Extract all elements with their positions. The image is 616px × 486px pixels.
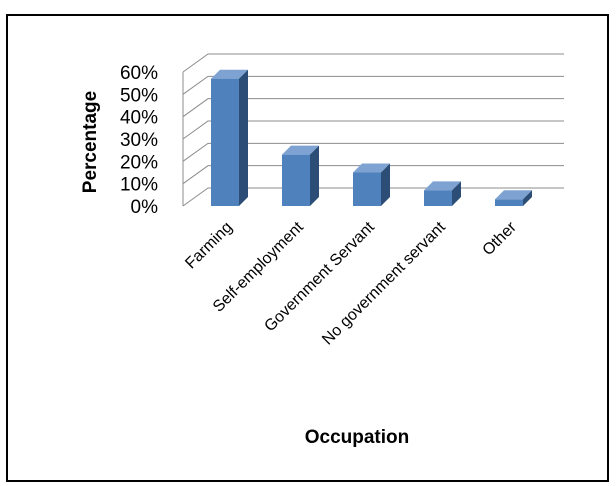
gridline: [182, 53, 564, 73]
bar-top: [353, 163, 390, 173]
y-tick-label: 40%: [120, 108, 158, 129]
bar-front: [424, 190, 452, 206]
bar-top: [495, 190, 532, 200]
bar-side: [523, 190, 532, 206]
bar: [353, 163, 390, 206]
bar-front: [282, 154, 310, 206]
bar-side: [310, 145, 319, 206]
x-axis-title: Occupation: [305, 427, 410, 448]
bar-front: [495, 199, 523, 206]
y-tick-labels: 0%10%20%30%40%50%60%: [120, 63, 158, 218]
y-axis-title: Percentage: [80, 91, 101, 193]
gridline: [182, 120, 564, 140]
bar-top: [424, 181, 461, 191]
y-tick-label: 10%: [120, 175, 158, 196]
bar: [424, 181, 461, 206]
y-tick-label: 50%: [120, 85, 158, 106]
y-tick-label: 30%: [120, 130, 158, 151]
bar-side: [381, 163, 390, 206]
bar: [282, 145, 319, 206]
gridline: [182, 142, 564, 162]
bars: [211, 69, 532, 206]
gridline: [182, 75, 564, 95]
bar: [211, 69, 248, 206]
bar-front: [353, 172, 381, 206]
bar-side: [452, 181, 461, 206]
bar-top: [282, 145, 319, 155]
gridlines: [182, 53, 564, 207]
y-tick-label: 60%: [120, 63, 158, 84]
bar-front: [211, 78, 239, 206]
y-tick-label: 20%: [120, 152, 158, 173]
bar-side: [239, 69, 248, 206]
y-tick-label: 0%: [131, 197, 159, 218]
bar-top: [211, 69, 248, 79]
bar: [495, 190, 532, 206]
gridline: [182, 98, 564, 118]
gridline: [182, 165, 564, 185]
chart-border: [6, 14, 609, 482]
